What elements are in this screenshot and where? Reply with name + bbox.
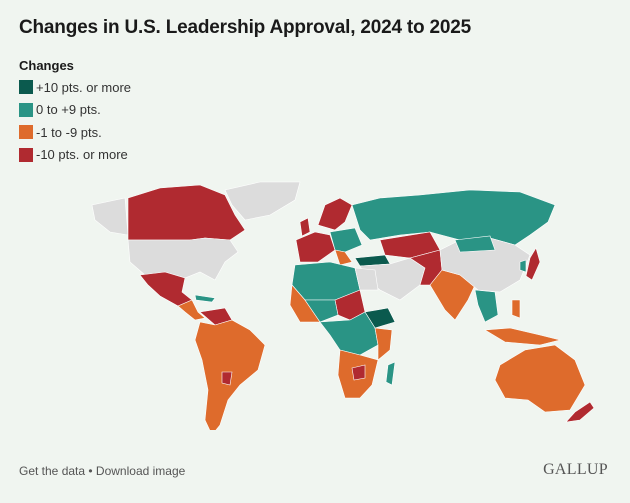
region-mongolia[interactable] [454, 235, 496, 253]
region-philippines[interactable] [511, 299, 521, 319]
footer: Get the data • Download image [19, 464, 185, 478]
region-korea[interactable] [519, 259, 527, 273]
region-caribbean[interactable] [194, 294, 216, 303]
legend-item: -10 pts. or more [19, 144, 131, 167]
legend-item: 0 to +9 pts. [19, 99, 131, 122]
gallup-logo: GALLUP [543, 461, 608, 478]
region-usa[interactable] [127, 237, 239, 281]
region-southeast-asia[interactable] [474, 289, 499, 323]
region-scandinavia[interactable] [317, 197, 353, 231]
region-indonesia[interactable] [484, 327, 561, 346]
region-central-europe[interactable] [329, 227, 363, 253]
region-west-africa[interactable] [304, 299, 339, 323]
region-australia[interactable] [494, 344, 586, 413]
region-balkans[interactable] [334, 249, 353, 266]
get-data-link[interactable]: Get the data [19, 464, 86, 478]
region-east-africa[interactable] [374, 327, 393, 361]
page-title: Changes in U.S. Leadership Approval, 202… [19, 17, 471, 38]
region-russia[interactable] [351, 189, 556, 246]
region-new-zealand[interactable] [565, 401, 595, 423]
legend-item: +10 pts. or more [19, 76, 131, 99]
legend-swatch [19, 125, 33, 140]
legend-title: Changes [19, 58, 74, 73]
download-image-link[interactable]: Download image [95, 464, 186, 478]
region-central-america[interactable] [177, 299, 206, 321]
world-map [91, 181, 595, 430]
legend-swatch [19, 102, 33, 117]
legend-swatch [19, 147, 33, 162]
legend: Changes +10 pts. or more 0 to +9 pts. -1… [19, 58, 131, 166]
legend-label: 0 to +9 pts. [36, 102, 101, 118]
region-japan[interactable] [525, 247, 541, 281]
region-uk[interactable] [299, 217, 311, 237]
region-alaska[interactable] [91, 197, 129, 236]
separator: • [85, 464, 96, 478]
region-egypt[interactable] [354, 267, 379, 291]
legend-swatch [19, 80, 33, 95]
legend-label: +10 pts. or more [36, 79, 132, 95]
legend-item: -1 to -9 pts. [19, 121, 131, 144]
region-paraguay[interactable] [221, 371, 233, 386]
legend-label: -1 to -9 pts. [36, 124, 102, 140]
region-madagascar[interactable] [385, 361, 396, 386]
region-zimbabwe[interactable] [351, 364, 366, 381]
region-western-europe[interactable] [295, 231, 336, 263]
region-sahel[interactable] [289, 284, 321, 323]
region-greenland[interactable] [224, 181, 301, 221]
legend-label: -10 pts. or more [36, 147, 128, 163]
